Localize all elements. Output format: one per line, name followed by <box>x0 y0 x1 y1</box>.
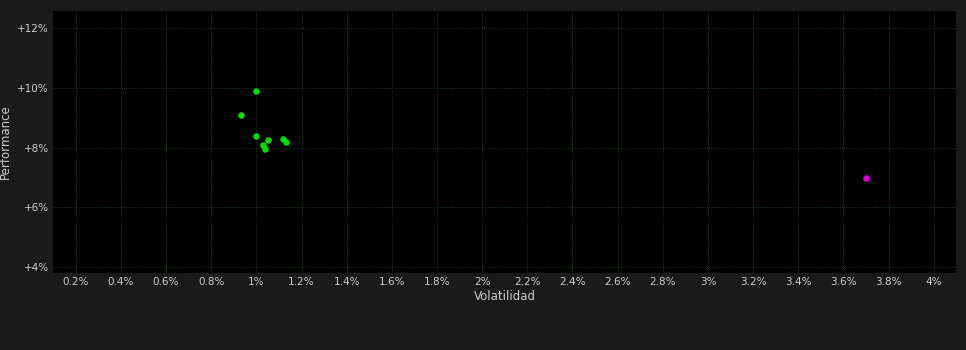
Point <box>248 133 264 139</box>
Y-axis label: Performance: Performance <box>0 104 12 179</box>
Point <box>260 138 275 143</box>
X-axis label: Volatilidad: Volatilidad <box>473 290 536 303</box>
Point <box>859 175 874 180</box>
Point <box>248 88 264 94</box>
Point <box>233 112 248 118</box>
Point <box>278 139 294 145</box>
Point <box>255 142 270 148</box>
Point <box>275 136 291 141</box>
Point <box>258 146 273 152</box>
